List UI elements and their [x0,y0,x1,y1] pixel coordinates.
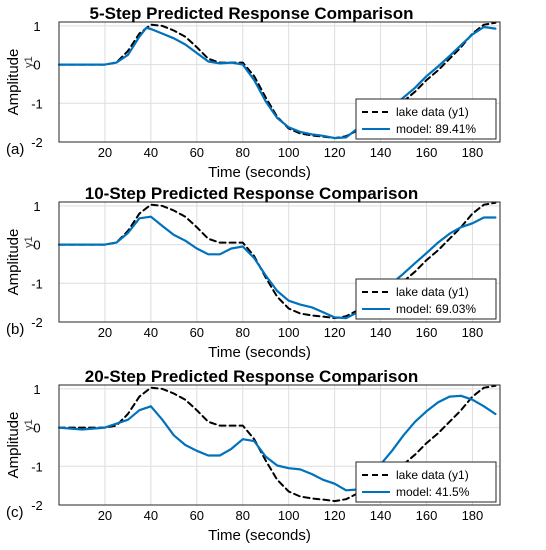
x-tick-label: 20 [98,508,112,523]
y-axis-label: Amplitude [5,229,22,296]
legend-entry-model: model: 89.41% [396,122,476,136]
legend-box [355,461,497,503]
legend: lake data (y1) model: 89.41% [355,98,497,140]
x-tick-label: 40 [144,508,158,523]
y-tick-label: -2 [31,498,43,513]
y-axis-label: Amplitude [5,412,22,479]
x-tick-label: 80 [236,145,250,160]
x-tick-label: 140 [370,325,392,340]
y-tick-label: 0 [33,58,40,73]
x-tick-label: 40 [144,145,158,160]
chart-title: 5-Step Predicted Response Comparison [89,4,413,23]
axes-frame [58,21,501,143]
chart-title: 20-Step Predicted Response Comparison [85,367,418,386]
x-tick-label: 60 [190,145,204,160]
y-tick-label: 1 [33,19,40,34]
panel-label: (b) [6,321,24,338]
x-tick-label: 20 [98,325,112,340]
series-line-model [57,394,497,492]
x-tick-label: 60 [190,325,204,340]
x-tick-label: 20 [98,145,112,160]
channel-label: y1 [23,56,35,68]
channel-label: y1 [23,419,35,431]
x-tick-label: 100 [278,508,300,523]
panel-label: (c) [6,504,24,521]
legend-entry-model: model: 69.03% [396,302,476,316]
x-tick-label: 120 [324,508,346,523]
series-line-lake-data [58,21,497,140]
x-tick-label: 140 [370,145,392,160]
y-tick-label: -1 [31,276,43,291]
chart-panel-2: 20 40 60 80 100 120 140 160 180 -2 -1 0 1 10-Step Pre… [5,184,501,361]
x-tick-label: 180 [462,145,484,160]
chart-panel-3: 20 40 60 80 100 120 140 160 180 -2 -1 0 1 20-Step Pre… [5,367,501,544]
x-tick-label: 80 [236,508,250,523]
y-axis-label: Amplitude [5,49,22,116]
x-axis-label: Time (seconds) [208,164,311,181]
legend-entry-lake-data: lake data (y1) [396,285,469,299]
x-axis-label: Time (seconds) [208,344,311,361]
y-tick-label: 1 [33,199,40,214]
y-tick-label: -2 [31,315,43,330]
legend-box [355,98,497,140]
x-tick-label: 160 [416,508,438,523]
y-tick-label: -1 [31,459,43,474]
series-line-lake-data [58,201,497,320]
y-tick-label: 0 [33,421,40,436]
x-tick-label: 100 [278,325,300,340]
series-line-model [57,215,497,320]
y-tick-label: -2 [31,135,43,150]
x-tick-label: 160 [416,325,438,340]
y-tick-label: -1 [31,96,43,111]
x-tick-label: 60 [190,508,204,523]
series-line-model [57,25,497,140]
legend-box [355,278,497,320]
legend-entry-model: model: 41.5% [396,485,470,499]
x-tick-label: 180 [462,508,484,523]
panel-label: (a) [6,141,24,158]
channel-label: y1 [23,236,35,248]
legend: lake data (y1) model: 69.03% [355,278,497,320]
legend-entry-lake-data: lake data (y1) [396,105,469,119]
series-line-lake-data [58,384,497,503]
y-tick-label: 0 [33,238,40,253]
x-tick-label: 120 [324,145,346,160]
x-tick-label: 120 [324,325,346,340]
axes-frame [58,201,501,323]
x-tick-label: 80 [236,325,250,340]
chart-panel-1: 20 40 60 80 100 120 140 160 180 -2 -1 0 1 5-Step Pred… [5,4,501,181]
x-tick-label: 100 [278,145,300,160]
x-axis-label: Time (seconds) [208,527,311,544]
x-tick-label: 180 [462,325,484,340]
y-tick-label: 1 [33,382,40,397]
x-tick-label: 140 [370,508,392,523]
x-tick-label: 40 [144,325,158,340]
x-tick-label: 160 [416,145,438,160]
axes-frame [58,384,501,506]
legend: lake data (y1) model: 41.5% [355,461,497,503]
chart-title: 10-Step Predicted Response Comparison [85,184,418,203]
legend-entry-lake-data: lake data (y1) [396,468,469,482]
